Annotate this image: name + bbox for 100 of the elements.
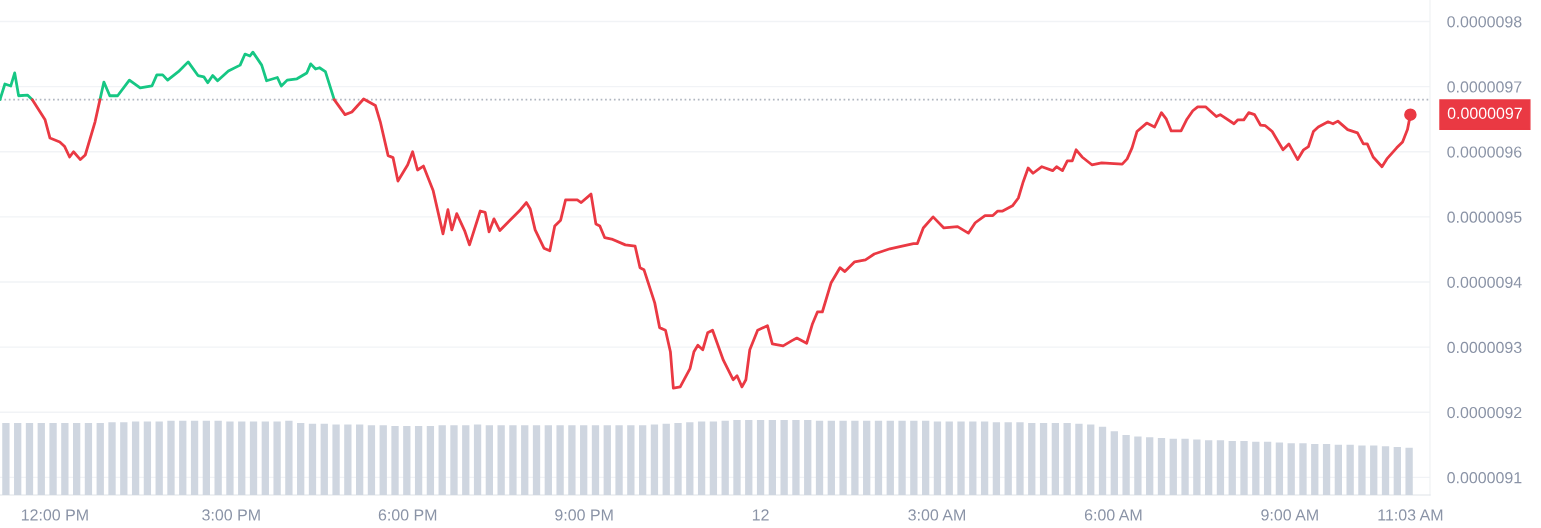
bar <box>403 426 411 495</box>
bar <box>1370 445 1378 495</box>
bar <box>992 422 1001 495</box>
bar <box>131 421 140 495</box>
bar <box>1075 423 1083 495</box>
x-tick-label: 6:00 AM <box>1084 509 1142 521</box>
bar <box>568 425 576 495</box>
bar <box>532 425 541 495</box>
bar <box>792 420 800 495</box>
bar <box>14 423 22 495</box>
bar <box>1381 446 1390 495</box>
bar <box>1216 440 1225 495</box>
bar <box>839 420 847 495</box>
bar <box>1157 438 1166 495</box>
bar <box>1287 443 1295 495</box>
bar <box>391 426 399 495</box>
bar <box>721 420 729 495</box>
bar <box>898 420 906 495</box>
bar <box>1299 443 1307 495</box>
bar <box>1063 423 1071 495</box>
x-tick-label: 12 <box>752 509 769 521</box>
bar <box>285 420 293 495</box>
bar <box>780 420 788 495</box>
bar <box>261 421 269 495</box>
bar <box>1134 436 1142 495</box>
x-tick-label: 11:03 AM <box>1378 509 1443 521</box>
bar <box>603 425 611 495</box>
y-tick-label: 0.0000097 <box>1447 81 1522 93</box>
bar <box>709 421 718 495</box>
bar <box>120 422 128 495</box>
bar <box>1016 422 1024 495</box>
bar <box>320 423 328 495</box>
x-tick-label: 9:00 AM <box>1261 509 1318 521</box>
bar <box>1169 438 1177 495</box>
bar <box>697 421 706 495</box>
bar <box>273 421 281 495</box>
bar <box>1039 423 1048 495</box>
bar <box>815 420 824 495</box>
bar <box>980 421 989 495</box>
bar <box>863 420 871 495</box>
bar <box>1004 422 1012 495</box>
bar <box>638 425 647 495</box>
bar <box>25 423 34 495</box>
y-tick-label: 0.0000094 <box>1447 276 1522 288</box>
bar <box>756 420 765 495</box>
bar <box>580 425 588 495</box>
y-tick-label: 0.0000095 <box>1447 211 1522 223</box>
bar <box>1405 447 1413 495</box>
bar <box>190 420 199 495</box>
x-tick-label: 3:00 AM <box>908 509 965 521</box>
bar <box>61 423 69 495</box>
bar <box>544 425 552 495</box>
y-tick-label: 0.0000098 <box>1447 16 1522 28</box>
bar <box>462 425 470 495</box>
bar <box>1228 441 1236 495</box>
bar <box>804 420 812 495</box>
x-tick-label: 9:00 PM <box>555 509 613 521</box>
bar <box>2 423 10 495</box>
bar <box>1393 447 1401 495</box>
bar <box>214 420 222 495</box>
bar <box>308 423 317 495</box>
bar <box>933 421 942 495</box>
bar <box>167 420 175 495</box>
bar <box>344 424 352 495</box>
bar <box>627 425 635 495</box>
bar <box>238 421 246 495</box>
bar <box>957 421 965 495</box>
bar <box>745 420 753 495</box>
bar <box>108 422 116 495</box>
bar <box>1087 424 1095 495</box>
bar <box>1146 437 1154 495</box>
bar <box>297 423 305 495</box>
bar <box>332 424 340 495</box>
bar <box>874 420 883 495</box>
bar <box>485 425 494 495</box>
y-tick-label: 0.0000092 <box>1447 406 1522 419</box>
x-tick-label: 3:00 PM <box>202 509 260 521</box>
bar <box>921 420 930 495</box>
bar <box>686 422 694 495</box>
bar <box>615 425 623 495</box>
bar <box>1110 431 1118 495</box>
bar <box>1322 444 1331 495</box>
bar <box>37 423 45 495</box>
bar <box>1275 442 1284 495</box>
bar <box>1098 426 1107 495</box>
bar <box>1240 441 1248 495</box>
bar <box>473 424 482 495</box>
bar <box>1051 423 1060 495</box>
y-tick-label: 0.0000093 <box>1447 341 1522 354</box>
bar <box>155 421 163 495</box>
bar <box>84 423 93 495</box>
bar <box>367 425 376 495</box>
bar <box>969 421 977 495</box>
x-tick-label: 6:00 PM <box>378 509 437 521</box>
y-tick-label: 0.0000096 <box>1447 146 1522 158</box>
bar <box>521 425 529 495</box>
x-tick-label: 12:00 PM <box>21 509 88 521</box>
bar <box>1122 435 1130 495</box>
bar <box>379 425 387 495</box>
bar <box>1204 440 1213 495</box>
